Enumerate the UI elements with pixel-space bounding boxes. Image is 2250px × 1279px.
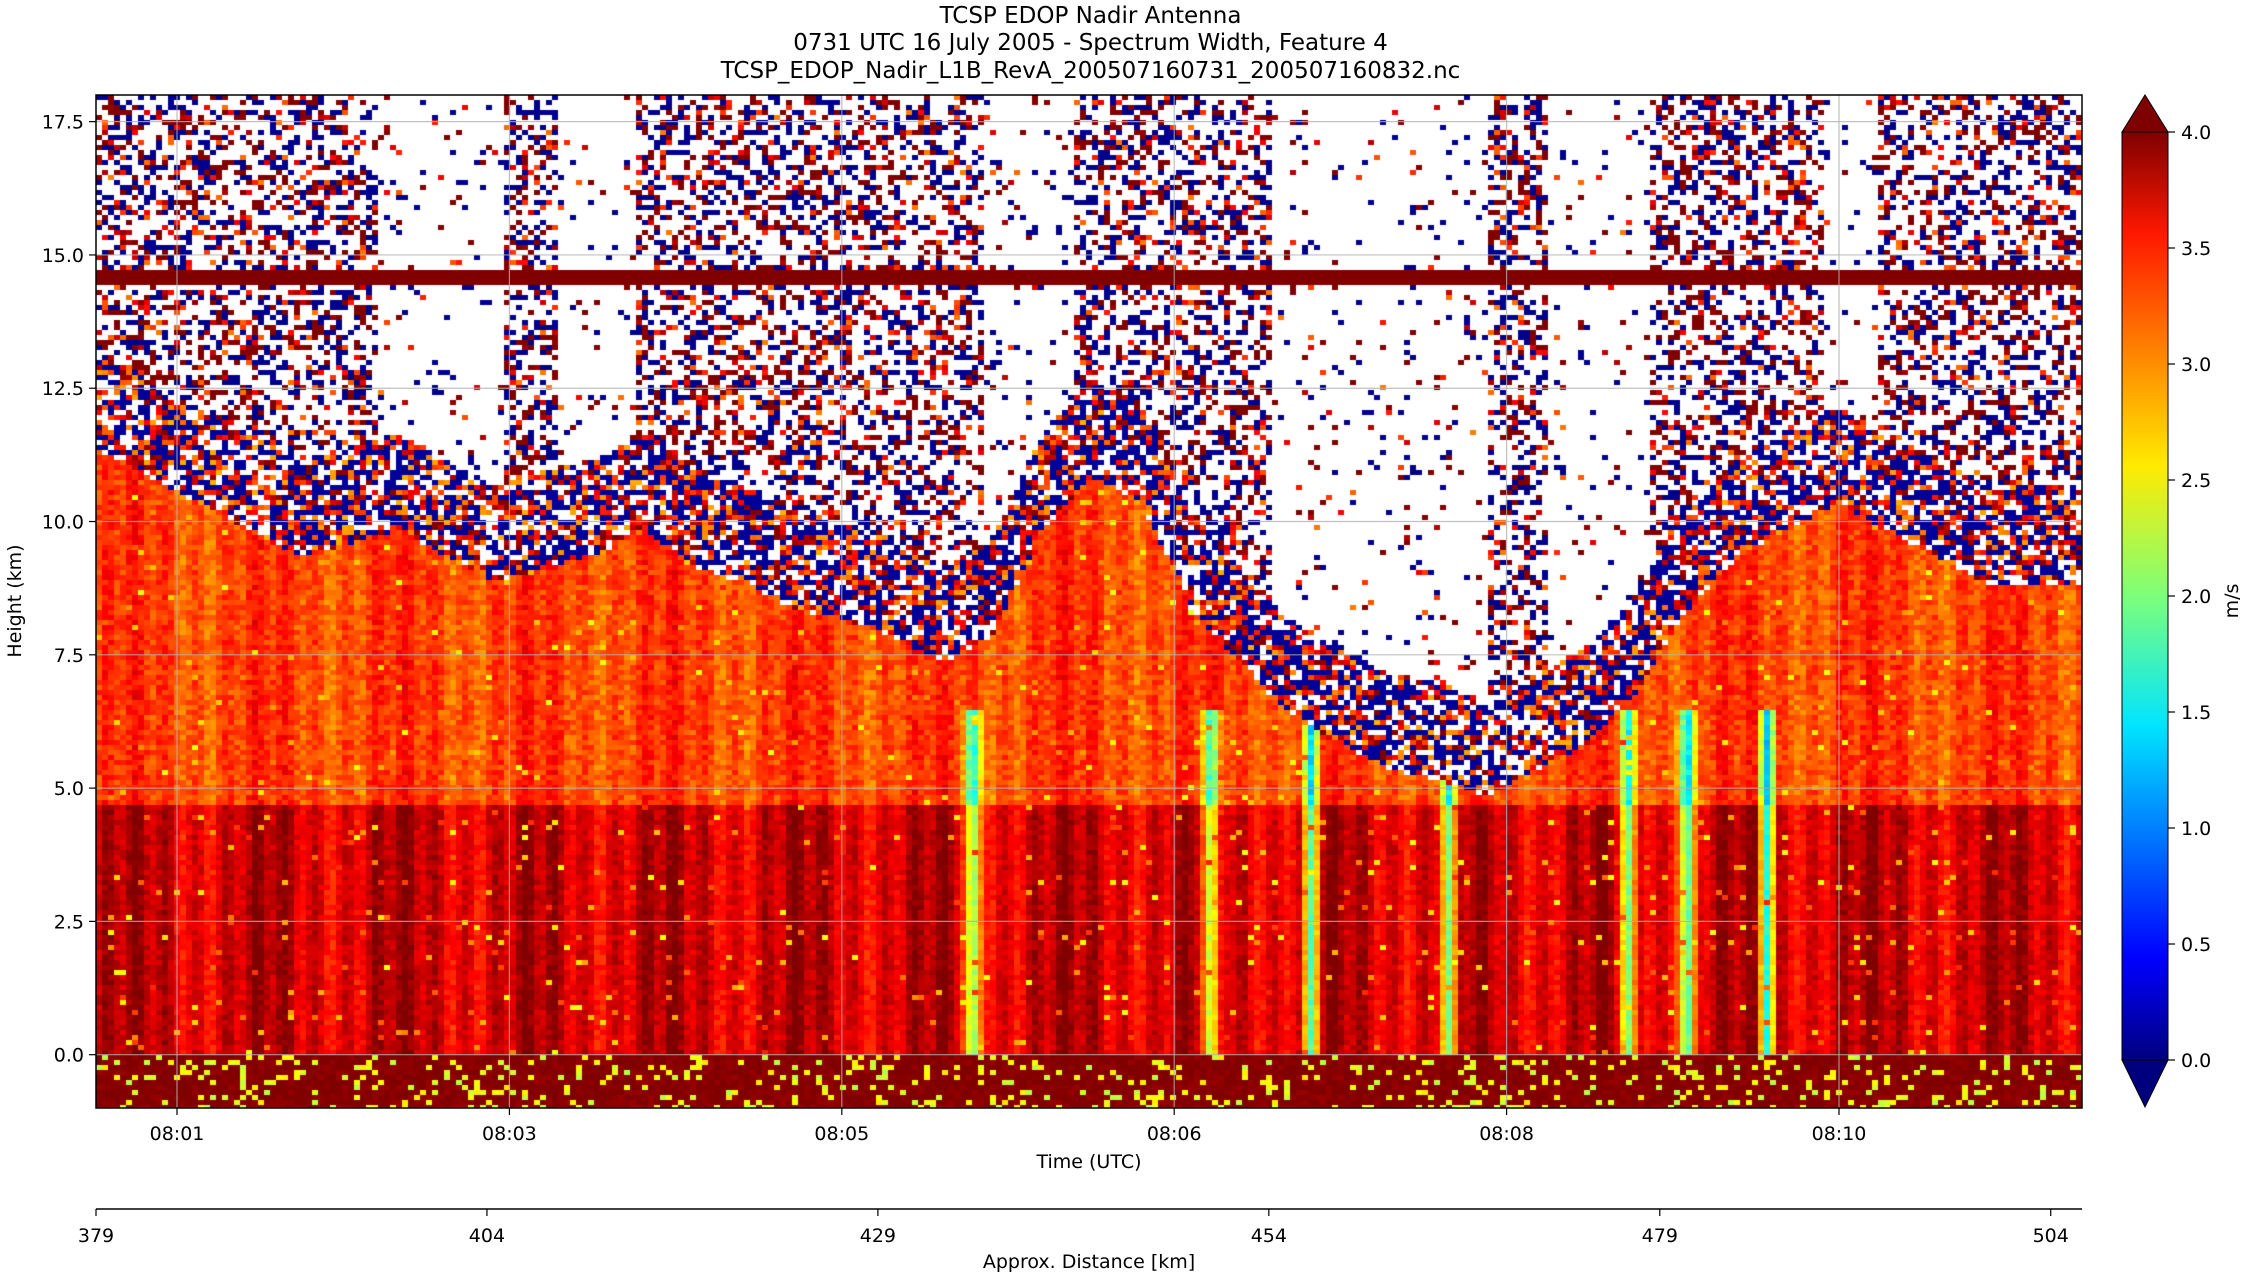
distance-tick-label: 429 (860, 1225, 896, 1247)
colorbar-tick-label: 0.5 (2181, 934, 2211, 956)
grid-lines (96, 95, 2082, 1108)
y-tick-label: 7.5 (54, 645, 84, 667)
colorbar-extend-max (2121, 94, 2169, 133)
colorbar-ticks: 0.0 0.5 1.0 1.5 2.0 2.5 3.0 3.5 4.0 (2168, 122, 2211, 1072)
y-tick-label: 15.0 (42, 245, 84, 267)
colorbar-tick-label: 2.5 (2181, 470, 2211, 492)
heatmap-field (96, 95, 2082, 1108)
y-axis: 0.0 2.5 5.0 7.5 10.0 12.5 15.0 17.5 (42, 112, 96, 1067)
colorbar-body (2122, 132, 2168, 1060)
y-axis-label: Height (km) (4, 544, 26, 657)
colorbar-tick-label: 2.0 (2181, 586, 2211, 608)
colorbar-tick-label: 1.5 (2181, 702, 2211, 724)
heatmap-canvas (96, 95, 2082, 1108)
x-tick-label: 08:06 (1147, 1123, 1202, 1145)
y-tick-label: 5.0 (54, 778, 84, 800)
y-tick-label: 10.0 (42, 512, 84, 534)
colorbar-label: m/s (2221, 584, 2243, 619)
colorbar-tick-label: 0.0 (2181, 1050, 2211, 1072)
distance-tick-label: 379 (78, 1225, 114, 1247)
colorbar: 0.0 0.5 1.0 1.5 2.0 2.5 3.0 3.5 4.0 m/s (2121, 94, 2243, 1109)
plot-area (96, 95, 2082, 1108)
chart-title-line-1: TCSP EDOP Nadir Antenna (939, 3, 1242, 29)
colorbar-tick-label: 1.0 (2181, 818, 2211, 840)
distance-axis: 379 404 429 454 479 504 (78, 1208, 2082, 1247)
chart-title-line-3: TCSP_EDOP_Nadir_L1B_RevA_200507160731_20… (720, 58, 1461, 84)
y-tick-label: 0.0 (54, 1045, 84, 1067)
x-tick-label: 08:10 (1812, 1123, 1867, 1145)
colorbar-extend-min (2121, 1059, 2169, 1109)
distance-tick-label: 454 (1251, 1225, 1287, 1247)
y-tick-label: 2.5 (54, 911, 84, 933)
colorbar-tick-label: 4.0 (2181, 122, 2211, 144)
distance-tick-label: 504 (2033, 1225, 2069, 1247)
plot-frame (95, 94, 2083, 1109)
distance-tick-label: 404 (469, 1225, 505, 1247)
distance-tick-label: 479 (1642, 1225, 1678, 1247)
x-axis-label: Time (UTC) (1035, 1151, 1141, 1173)
x-tick-label: 08:03 (482, 1123, 537, 1145)
chart-title-line-2: 0731 UTC 16 July 2005 - Spectrum Width, … (793, 30, 1388, 56)
colorbar-tick-label: 3.0 (2181, 354, 2211, 376)
y-tick-label: 12.5 (42, 378, 84, 400)
x-tick-label: 08:08 (1479, 1123, 1534, 1145)
distance-axis-label: Approx. Distance [km] (983, 1251, 1195, 1273)
y-tick-label: 17.5 (42, 112, 84, 134)
x-axis: 08:01 08:03 08:05 08:06 08:08 08:10 (150, 1108, 1867, 1145)
colorbar-tick-label: 3.5 (2181, 238, 2211, 260)
x-tick-label: 08:01 (150, 1123, 205, 1145)
x-tick-label: 08:05 (814, 1123, 869, 1145)
